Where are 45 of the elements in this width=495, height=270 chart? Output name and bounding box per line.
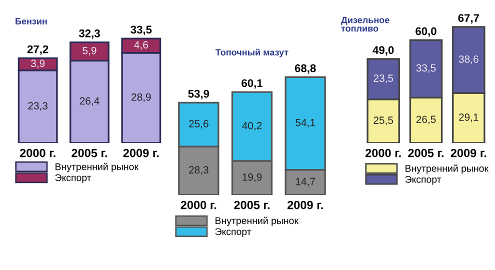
data-label: 26,4	[80, 97, 100, 106]
total-label: 60,1	[242, 79, 263, 89]
data-label: 5,9	[82, 46, 96, 56]
legend-label: Экспорт	[405, 176, 442, 185]
total-label: 53,9	[188, 90, 210, 100]
chart-title: Топочный мазут	[216, 48, 288, 58]
data-label: 3,9	[30, 60, 45, 68]
x-tick-label: 2000 г.	[20, 148, 56, 158]
x-tick-label: 2009 г.	[123, 148, 159, 158]
data-label: 23,5	[374, 74, 394, 84]
data-label: 40,2	[242, 122, 262, 131]
total-label: 68,8	[294, 64, 316, 74]
data-label: 28,9	[132, 93, 151, 102]
x-tick-label: 2009 г.	[287, 200, 323, 210]
data-label: 4,6	[134, 41, 148, 50]
x-tick-label: 2009 г.	[450, 148, 486, 158]
legend-label: Экспорт	[215, 228, 252, 237]
data-label: 25,6	[189, 120, 208, 129]
x-tick-label: 2000 г.	[180, 200, 216, 210]
total-label: 49,0	[372, 46, 394, 56]
legend-label: Внутренний рынок	[216, 216, 299, 226]
data-label: 54,1	[296, 119, 315, 128]
data-label: 14,7	[296, 178, 315, 186]
legend-label: Экспорт	[55, 174, 92, 184]
x-tick-label: 2005 г.	[408, 148, 444, 158]
data-label: 38,6	[458, 55, 478, 64]
total-label: 60,0	[416, 27, 436, 37]
legend-label: Внутренний рынок	[56, 162, 139, 172]
chart-title: Дизельное топливо	[341, 16, 390, 32]
data-label: 29,1	[459, 113, 478, 122]
data-label: 19,9	[242, 173, 262, 182]
data-label: 28,3	[189, 166, 208, 175]
x-tick-label: 2000 г.	[365, 148, 401, 158]
x-tick-label: 2005 г.	[234, 200, 270, 210]
data-label: 23,3	[28, 102, 48, 111]
chart-title: Бензин	[16, 18, 47, 24]
total-label: 33,5	[130, 26, 152, 36]
total-label: 27,2	[27, 45, 48, 55]
total-label: 32,3	[78, 29, 100, 39]
legend-label: Внутренний рынок	[406, 164, 489, 174]
data-label: 33,5	[416, 64, 436, 73]
x-tick-label: 2005 г.	[72, 148, 107, 158]
data-label: 25,5	[374, 116, 394, 126]
total-label: 67,7	[458, 14, 479, 24]
data-label: 26,5	[416, 116, 436, 124]
